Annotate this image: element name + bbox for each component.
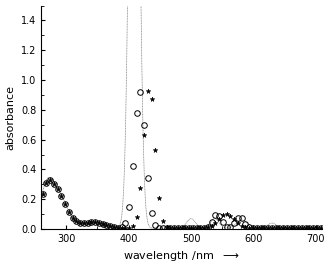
Y-axis label: absorbance: absorbance (6, 85, 16, 150)
X-axis label: wavelength /nm  $\longrightarrow$: wavelength /nm $\longrightarrow$ (123, 249, 240, 263)
